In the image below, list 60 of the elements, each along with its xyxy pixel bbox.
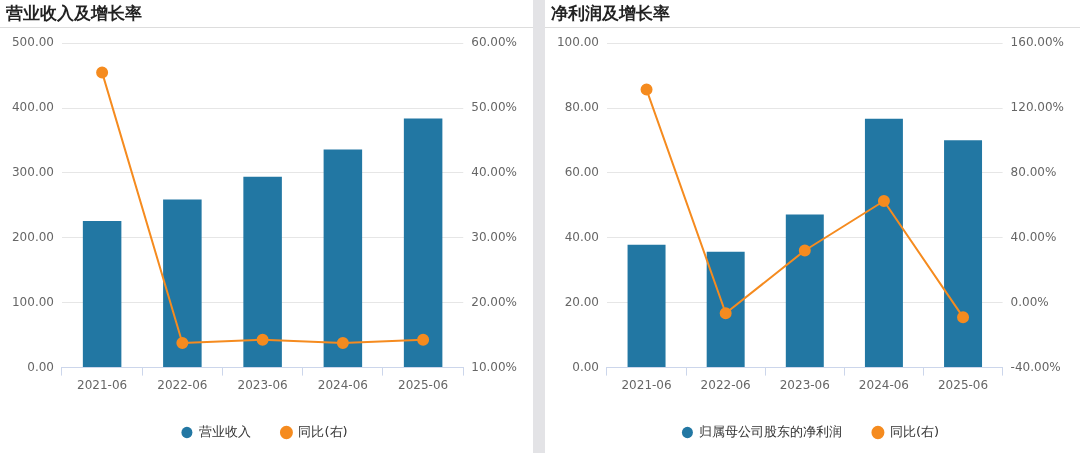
y2-tick-label: 30.00% xyxy=(471,229,518,244)
y2-tick-label: 50.00% xyxy=(471,100,518,115)
point xyxy=(96,66,109,79)
x-tick-label: 2025-06 xyxy=(937,377,989,392)
y2-tick-label: 40.00% xyxy=(471,165,518,180)
bar xyxy=(627,244,666,368)
y2-tick-label: 20.00% xyxy=(471,294,518,309)
x-tick-label: 2024-06 xyxy=(317,377,368,392)
point xyxy=(957,311,970,324)
y-tick-label: 0.00 xyxy=(27,359,54,374)
point xyxy=(417,333,430,346)
bar xyxy=(785,214,824,368)
legend-label: 同比(右) xyxy=(298,423,348,439)
y2-tick-label: 40.00% xyxy=(1010,229,1057,244)
y-tick-label: 0.00 xyxy=(572,359,599,374)
chart-title: 净利润及增长率 xyxy=(545,0,1080,28)
y-tick-label: 500.00 xyxy=(11,35,54,50)
bar xyxy=(323,149,363,368)
point xyxy=(719,307,732,320)
y2-tick-label: 0.00% xyxy=(1010,294,1049,309)
y2-tick-label: 10.00% xyxy=(471,359,518,374)
y-tick-label: 40.00 xyxy=(564,229,599,244)
point xyxy=(256,333,269,346)
bar xyxy=(864,118,903,368)
point xyxy=(798,244,811,257)
point xyxy=(640,83,653,96)
point xyxy=(877,195,890,208)
y2-tick-label: 120.00% xyxy=(1010,100,1064,115)
bar xyxy=(163,199,202,368)
x-tick-label: 2023-06 xyxy=(779,377,830,392)
y-tick-label: 100.00 xyxy=(11,294,54,309)
y-tick-label: 200.00 xyxy=(11,229,54,244)
y2-tick-label: -40.00% xyxy=(1010,359,1061,374)
y2-tick-label: 160.00% xyxy=(1010,35,1064,50)
legend-label: 营业收入 xyxy=(198,423,251,439)
chart-title: 营业收入及增长率 xyxy=(0,0,533,28)
x-tick-label: 2023-06 xyxy=(237,377,288,392)
y2-tick-label: 80.00% xyxy=(1010,165,1057,180)
y-tick-label: 100.00 xyxy=(556,35,599,50)
y-tick-label: 300.00 xyxy=(11,165,54,180)
bar xyxy=(706,251,745,368)
y-tick-label: 60.00 xyxy=(564,165,599,180)
x-tick-label: 2022-06 xyxy=(700,377,751,392)
y-tick-label: 400.00 xyxy=(11,100,54,115)
point xyxy=(176,336,189,349)
bar xyxy=(243,176,282,368)
y-tick-label: 80.00 xyxy=(564,100,599,115)
legend-label: 归属母公司股东的净利润 xyxy=(699,423,843,439)
bar xyxy=(944,140,983,368)
x-tick-label: 2021-06 xyxy=(77,377,128,392)
x-tick-label: 2025-06 xyxy=(398,377,449,392)
x-tick-label: 2021-06 xyxy=(621,377,672,392)
x-tick-label: 2022-06 xyxy=(157,377,208,392)
bar xyxy=(82,220,122,368)
y-tick-label: 20.00 xyxy=(564,294,599,309)
y2-tick-label: 60.00% xyxy=(471,35,518,50)
bar xyxy=(403,118,443,368)
x-tick-label: 2024-06 xyxy=(858,377,909,392)
legend-label: 同比(右) xyxy=(889,423,940,439)
point xyxy=(336,336,349,349)
